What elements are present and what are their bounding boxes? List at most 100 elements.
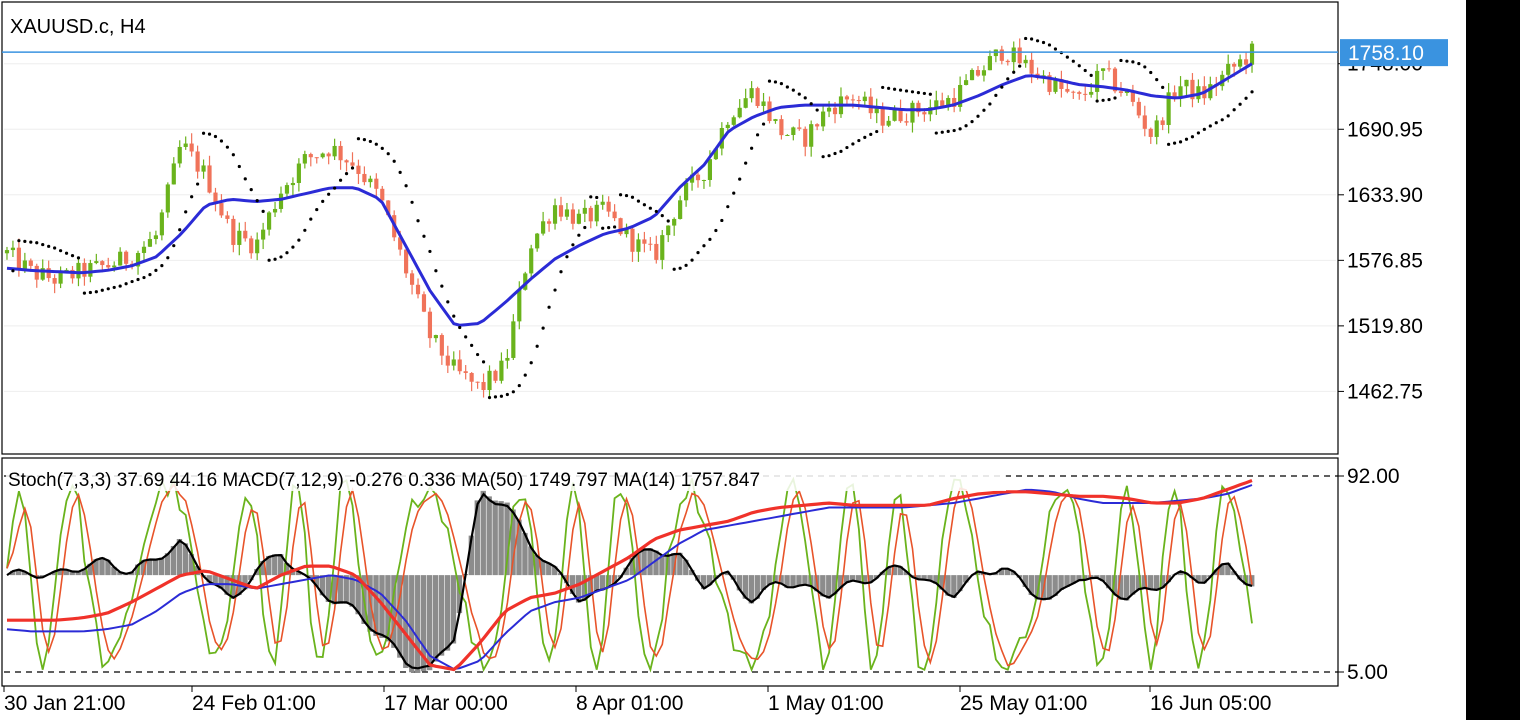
price-pane[interactable]: XAUUSD.c, H4: [1, 1, 1339, 455]
candle-body: [701, 179, 707, 181]
candle-body: [541, 221, 546, 234]
current-price-tag-bg: [1340, 39, 1448, 67]
candle-body: [552, 205, 558, 224]
sar-dot: [732, 191, 736, 195]
candle-body: [666, 225, 671, 236]
sar-dot: [368, 139, 372, 144]
sar-dot: [1131, 60, 1135, 64]
sar-dot: [821, 155, 825, 159]
candle-body: [398, 237, 403, 250]
candle-body: [832, 107, 838, 115]
histogram-bar: [1112, 575, 1118, 596]
candle-body: [594, 204, 599, 222]
candle-body: [844, 96, 850, 100]
candle-body: [308, 154, 313, 158]
sar-dot: [11, 269, 15, 273]
candle-body: [773, 119, 778, 122]
sar-dot: [178, 228, 182, 232]
candle-body: [654, 243, 659, 260]
price-tick-label: 1462.75: [1347, 380, 1423, 403]
histogram-bar: [492, 500, 498, 576]
candle-body: [892, 108, 897, 121]
histogram-bar: [927, 575, 933, 581]
candle-body: [642, 239, 647, 244]
candle-body: [731, 117, 736, 125]
candle-body: [463, 371, 468, 373]
sar-dot: [362, 138, 367, 142]
sar-dot: [738, 177, 742, 181]
sar-dot: [1161, 85, 1165, 89]
sar-dot: [350, 166, 355, 170]
candle-body: [326, 153, 331, 157]
sar-dot: [231, 153, 235, 157]
current-price-tag: 1758.10: [1340, 39, 1448, 67]
sar-dot: [1006, 77, 1010, 81]
candle-body: [1029, 59, 1034, 74]
sar-dot: [672, 267, 676, 271]
histogram-bar: [307, 575, 314, 580]
candle-body: [314, 157, 319, 159]
sar-dot: [827, 154, 831, 158]
histogram-bar: [933, 575, 939, 584]
sar-dot: [964, 124, 968, 128]
candle-body: [46, 268, 51, 279]
sar-dot: [166, 256, 170, 260]
histogram-bar: [1100, 575, 1106, 582]
candle-body: [1017, 47, 1022, 64]
sar-dot: [1101, 98, 1105, 102]
candle-body: [338, 145, 343, 161]
candle-body: [231, 218, 236, 245]
histogram-bar: [444, 575, 451, 651]
candle-body: [153, 235, 158, 240]
histogram-bar: [897, 566, 903, 576]
candle-body: [362, 173, 367, 183]
histogram-bar: [528, 546, 534, 576]
candle-body: [141, 246, 147, 253]
histogram-bar: [51, 571, 58, 576]
sar-dot: [1232, 108, 1236, 112]
price-tick-label: 1576.85: [1347, 249, 1423, 272]
sar-dot: [970, 119, 974, 124]
sar-dot: [374, 142, 378, 146]
candle-body: [219, 203, 224, 216]
histogram-bar: [939, 575, 945, 590]
sar-dot: [577, 233, 581, 237]
histogram-bar: [1153, 575, 1160, 591]
time-tick-label: 30 Jan 21:00: [4, 692, 125, 715]
sar-dot: [190, 195, 194, 199]
sar-dot: [1178, 140, 1183, 144]
histogram-bar: [242, 575, 248, 590]
histogram-bar: [397, 575, 403, 658]
sar-dot: [160, 264, 164, 268]
histogram-bar: [87, 563, 93, 576]
candle-body: [1071, 91, 1076, 93]
histogram-bar: [105, 559, 111, 576]
sar-dot: [100, 288, 104, 292]
histogram-bar: [1177, 571, 1183, 576]
sar-dot: [1125, 59, 1129, 63]
candle-body: [958, 84, 963, 107]
histogram-bar: [170, 545, 177, 576]
sar-dot: [654, 209, 658, 214]
candle-body: [1118, 91, 1124, 93]
candle-body: [225, 215, 230, 219]
sar-dot: [505, 392, 509, 397]
sar-dot: [112, 285, 116, 290]
sar-dot: [23, 239, 27, 243]
candle-body: [987, 56, 992, 71]
sar-dot: [493, 395, 498, 399]
sar-dot: [154, 268, 158, 272]
sar-dot: [70, 254, 75, 258]
sar-dot: [940, 130, 944, 134]
indicator-pane[interactable]: Stoch(7,3,3) 37.69 44.16 MACD(7,12,9) -0…: [1, 457, 1339, 687]
candle-body: [469, 372, 474, 382]
candle-body: [535, 233, 540, 249]
time-tick-label: 24 Feb 01:00: [192, 692, 316, 715]
sar-dot: [1077, 64, 1081, 68]
candle-body: [1184, 79, 1189, 87]
candle-body: [898, 108, 903, 122]
candle-body: [201, 165, 206, 172]
candle-body: [684, 182, 689, 201]
candle-body: [320, 153, 325, 158]
